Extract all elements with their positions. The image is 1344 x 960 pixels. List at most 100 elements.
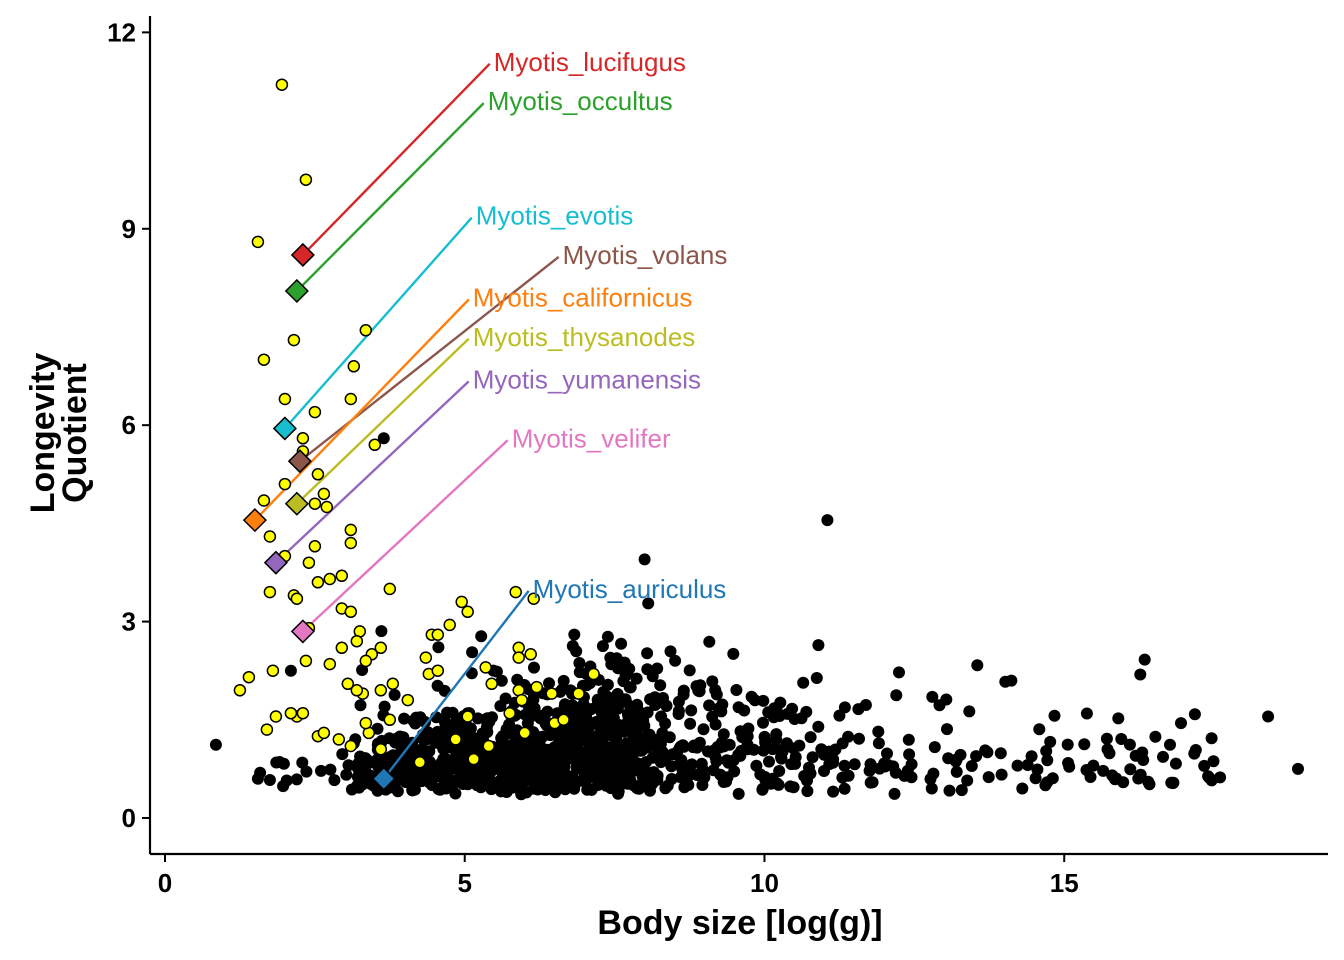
bat-data-point [344,536,358,550]
bat-data-point [557,713,570,727]
data-point [560,727,573,740]
data-point [926,690,939,703]
data-point [881,747,893,760]
bat-data-point [512,651,525,664]
data-point [408,783,421,796]
data-point [982,771,995,784]
data-point [284,664,297,677]
data-point [529,729,542,742]
data-point [727,647,740,660]
data-point [715,736,728,749]
data-point [770,728,783,741]
data-point [549,786,562,799]
data-point [251,772,264,785]
data-point [864,758,877,771]
species-label: Myotis_thysanodes [473,322,696,352]
data-point [573,657,586,669]
data-point [703,635,716,648]
data-point [466,646,479,659]
leader-line [296,337,470,505]
data-point [1203,771,1216,784]
data-point [1112,712,1125,725]
data-point [601,630,614,643]
data-point [1262,710,1275,723]
bat-data-point [374,641,388,655]
data-point [905,758,918,771]
bat-data-point [287,333,301,347]
data-point [503,718,516,731]
data-point [610,695,623,707]
data-point [1016,782,1029,795]
data-point [665,773,678,785]
data-point [823,758,836,771]
data-point [483,715,496,728]
y-tick-label: 9 [122,214,136,244]
data-point [573,735,586,748]
data-point [888,787,901,800]
data-point [601,678,614,691]
data-point [1165,776,1178,789]
data-point [1169,757,1182,770]
data-point [853,732,865,745]
data-point [890,689,903,702]
x-tick-label: 0 [158,868,172,898]
data-point [821,514,834,527]
data-point [1041,776,1054,789]
data-point [672,695,685,708]
data-point [797,676,810,689]
data-point [580,748,593,761]
data-point [732,787,745,800]
bat-data-point [461,710,474,723]
x-tick-label: 15 [1050,868,1079,898]
data-point [649,699,662,711]
bat-data-point [545,687,558,700]
data-point [421,733,433,746]
data-point [1164,738,1176,751]
data-point [933,699,946,712]
data-point [669,654,682,667]
data-point [591,693,604,706]
data-point [741,730,754,743]
bat-data-point [350,684,364,697]
data-point [766,743,779,756]
species-label: Myotis_velifer [512,423,671,453]
label-leader-lines [254,62,560,780]
bat-data-point [443,618,456,632]
background-points-group [209,432,1304,801]
data-point [600,746,613,759]
data-point [703,699,716,712]
species-label: Myotis_yumanensis [473,364,701,394]
data-point [812,639,825,652]
data-point [756,783,769,796]
data-point [950,765,963,778]
data-point [354,750,367,763]
data-point [570,723,583,736]
data-point [1103,747,1116,760]
data-point [377,432,390,445]
data-point [525,770,538,783]
bat-data-point [485,677,498,691]
bat-data-point [431,664,445,677]
data-point [618,695,631,708]
data-point [999,675,1012,688]
bat-data-point [527,592,540,605]
bat-data-point [461,605,474,619]
bat-points-group [233,78,600,769]
species-label: Myotis_auriculus [533,574,727,604]
data-point [324,763,337,776]
data-point [280,774,293,787]
bat-data-point [275,78,289,91]
data-point [1205,732,1218,745]
data-point [556,763,569,776]
data-point [697,723,710,736]
bat-data-point [374,743,388,756]
axis-ticks: 0 5 10 15 0 3 6 9 12 [107,17,1079,898]
data-point [600,729,613,742]
data-point [1033,723,1046,736]
data-point [397,731,410,744]
data-point [706,710,719,723]
data-point [928,741,941,754]
bat-data-point [251,235,265,249]
data-point [539,770,552,783]
bat-data-point [359,654,373,668]
